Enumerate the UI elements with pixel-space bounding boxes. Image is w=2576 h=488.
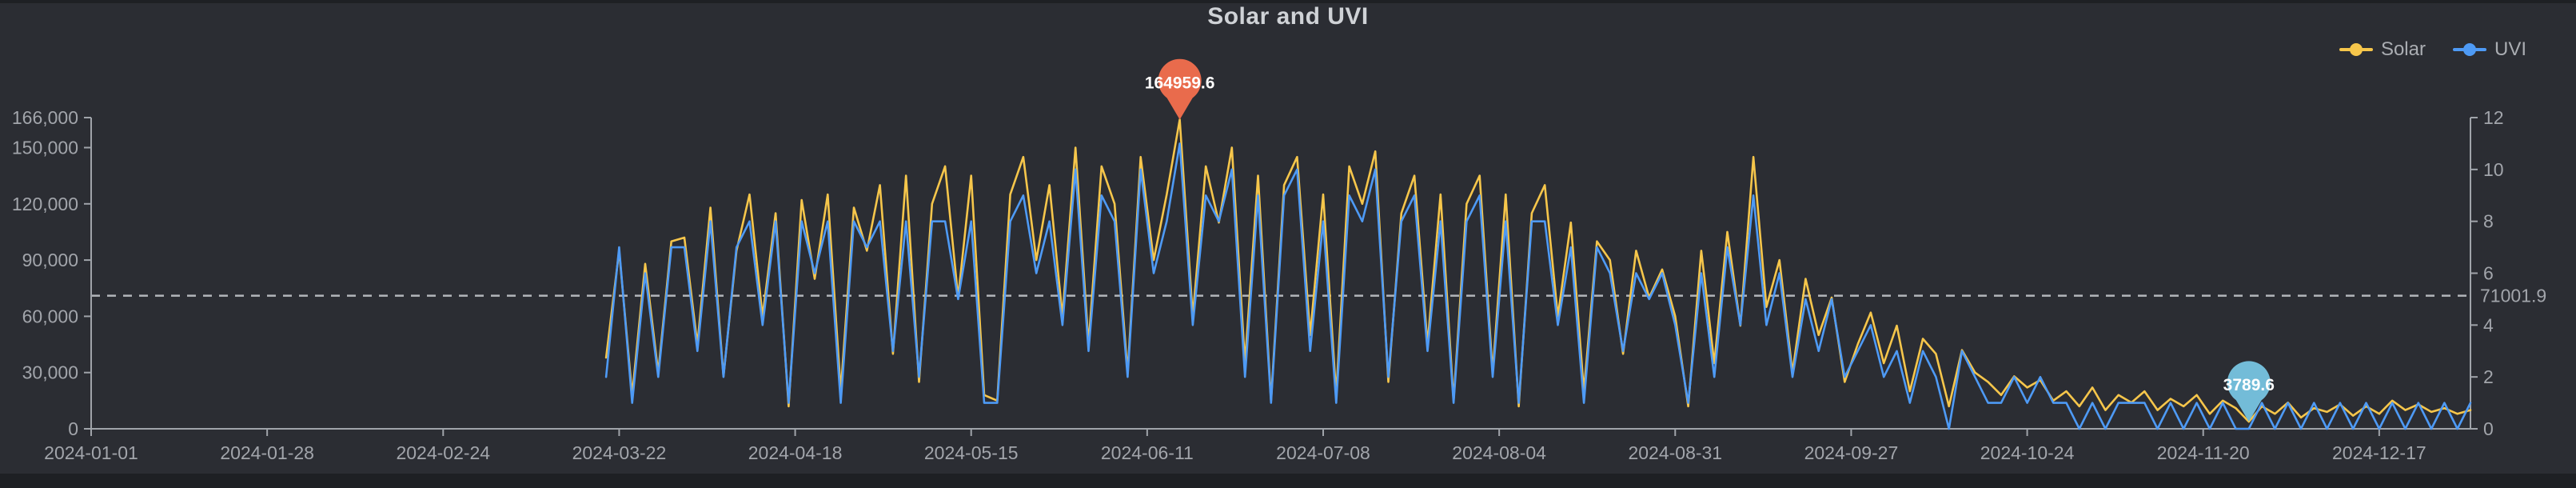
uvi-legend-dot: [2462, 43, 2476, 56]
min-marker-pin[interactable]: [2227, 361, 2271, 422]
y-axis-left-label: 166,000: [12, 107, 78, 128]
uvi-legend-marker-icon: [2452, 43, 2486, 56]
x-axis-label: 2024-04-18: [748, 442, 843, 463]
legend-item-solar[interactable]: Solar: [2339, 38, 2426, 61]
x-axis-label: 2024-06-11: [1101, 442, 1194, 463]
y-axis-left-label: 90,000: [22, 250, 78, 270]
x-axis-label: 2024-02-24: [396, 442, 490, 463]
uvi-legend-label: UVI: [2494, 38, 2526, 60]
x-axis-label: 2024-01-01: [44, 442, 138, 463]
legend: Solar UVI: [2339, 38, 2526, 61]
y-axis-right-label: 4: [2483, 314, 2494, 335]
y-axis-right-label: 10: [2483, 159, 2504, 180]
x-axis-label: 2024-11-20: [2157, 442, 2250, 463]
max-marker-pin[interactable]: [1158, 58, 1202, 120]
x-axis-label: 2024-03-22: [572, 442, 667, 463]
uvi-line[interactable]: [604, 142, 2472, 430]
y-axis-right-label: 0: [2483, 418, 2494, 439]
y-axis-left-label: 120,000: [12, 194, 78, 214]
chart-panel: Solar and UVI Solar UVI 71001.9 0 30,000 60…: [0, 3, 2576, 474]
x-axis-label: 2024-08-31: [1628, 442, 1722, 463]
y-axis-left-label: 60,000: [22, 306, 78, 326]
x-axis-label: 2024-07-08: [1276, 442, 1370, 463]
solar-legend-label: Solar: [2380, 38, 2426, 60]
y-axis-right-label: 2: [2483, 366, 2494, 387]
max-marker-label: 164959.6: [1145, 74, 1215, 92]
y-axis-right-label: 8: [2483, 211, 2494, 232]
y-axis-left-label: 30,000: [22, 362, 78, 383]
y-axis-left-label: 0: [68, 418, 78, 439]
x-axis-label: 2024-08-04: [1452, 442, 1546, 463]
x-axis-label: 2024-01-28: [220, 442, 314, 463]
solar-legend-marker-icon: [2339, 43, 2373, 56]
chart-title: Solar and UVI: [1207, 3, 1369, 30]
y-axis-left-label: 150,000: [12, 137, 78, 158]
x-axis-label: 2024-05-15: [924, 442, 1019, 463]
chart-canvas[interactable]: 71001.9 0 30,000 60,000 90,000 120,000 150,000…: [0, 3, 2576, 474]
y-axis-right-label: 6: [2483, 263, 2494, 284]
x-axis-label: 2024-10-24: [1980, 442, 2075, 463]
average-line-label: 71001.9: [2480, 286, 2546, 306]
legend-item-uvi[interactable]: UVI: [2452, 38, 2526, 61]
solar-legend-dot: [2349, 43, 2363, 56]
x-axis-label: 2024-12-17: [2332, 442, 2426, 463]
x-axis-label: 2024-09-27: [1804, 442, 1899, 463]
y-axis-right-label: 12: [2483, 107, 2504, 128]
min-marker-label: 3789.6: [2223, 376, 2275, 394]
